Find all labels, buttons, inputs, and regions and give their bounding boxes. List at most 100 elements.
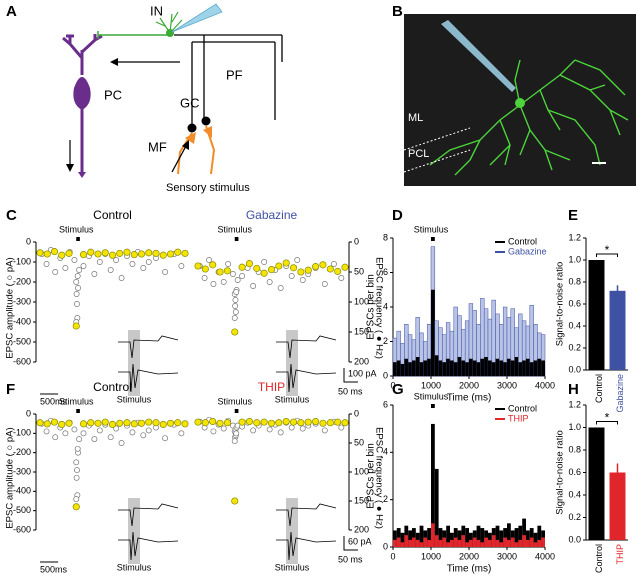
category-label: Control xyxy=(594,374,604,403)
y-tick-label: -400 xyxy=(13,316,31,326)
amplitude-point xyxy=(210,428,217,435)
histogram-bar xyxy=(491,535,496,547)
amplitude-point xyxy=(107,434,114,441)
y-tick-label: 6 xyxy=(383,267,388,277)
amplitude-point xyxy=(250,283,257,289)
frequency-point xyxy=(152,419,160,427)
frequency-point xyxy=(159,251,167,259)
histogram-bar xyxy=(438,539,443,547)
histogram-bar xyxy=(472,360,477,376)
stimulus-marker xyxy=(76,409,80,413)
inset-trace xyxy=(118,363,179,393)
x-tick-label: 2000 xyxy=(459,380,479,390)
amplitude-point xyxy=(113,425,120,432)
frequency-point xyxy=(116,249,124,257)
amplitude-point xyxy=(76,436,83,443)
amplitude-point xyxy=(74,467,80,474)
frequency-point xyxy=(166,250,175,258)
y-tick-label: -400 xyxy=(13,486,31,496)
amplitude-point xyxy=(96,259,103,265)
frequency-point xyxy=(326,419,334,427)
inset-trace xyxy=(118,531,179,561)
y-axis-label: Signal-to-noise ratio xyxy=(555,262,566,347)
frequency-point xyxy=(101,418,109,426)
x-tick-label: 0 xyxy=(390,380,395,390)
frequency-point xyxy=(159,420,167,428)
frequency-point xyxy=(267,266,276,274)
diagram-label: IN xyxy=(150,3,163,18)
frequency-point xyxy=(216,268,224,276)
y-tick-label: 0 xyxy=(26,236,31,246)
amplitude-point xyxy=(229,271,236,277)
bar xyxy=(588,427,605,540)
inset-trace xyxy=(118,503,179,527)
histogram-bar xyxy=(510,537,515,547)
x-axis-label: Time (ms) xyxy=(447,564,492,575)
y-tick-label: 0.8 xyxy=(568,444,581,454)
y-tick-label: 0 xyxy=(383,541,388,551)
histogram-bar xyxy=(461,535,466,547)
frequency-point xyxy=(58,251,66,259)
frequency-point xyxy=(312,263,320,271)
legend-label: Gabazine xyxy=(508,246,547,256)
frequency-point xyxy=(50,248,59,256)
histogram-bar xyxy=(404,358,409,376)
inset-highlight xyxy=(286,330,298,396)
frequency-point xyxy=(304,418,312,426)
amplitude-point xyxy=(74,301,80,307)
amplitude-point xyxy=(239,273,246,279)
y-tick-label: -300 xyxy=(13,296,31,306)
histogram-bar xyxy=(423,537,428,547)
frequency-point xyxy=(123,248,131,256)
amplitude-point xyxy=(232,297,239,303)
histogram-bar xyxy=(533,532,538,547)
frequency-point xyxy=(267,419,276,427)
histogram-bar xyxy=(396,537,401,547)
frequency-point xyxy=(87,419,95,427)
legend-label: THIP xyxy=(508,413,529,423)
amplitude-point xyxy=(118,440,125,446)
histogram-bar xyxy=(446,525,450,547)
frequency-point xyxy=(145,418,153,426)
frequency-point xyxy=(282,259,290,267)
diagram-label: MF xyxy=(148,139,167,154)
y2-axis-label: EPSC frequency ( ● Hz) xyxy=(373,257,384,359)
legend-label: Control xyxy=(508,236,537,246)
scale-bar-label: 500ms xyxy=(40,564,68,574)
histogram-bar xyxy=(461,360,466,376)
histogram-bar xyxy=(495,525,500,547)
y2-tick-label: 50 xyxy=(354,266,364,276)
histogram-bar xyxy=(495,358,500,376)
histogram-bar xyxy=(522,360,526,376)
y-tick-label: 0 xyxy=(26,408,31,418)
y-axis-label: EPSC amplitude ( ○ pA) xyxy=(5,427,16,528)
diagram-label: Sensory stimulus xyxy=(166,182,250,194)
stimulus-label: Stimulus xyxy=(59,396,94,406)
histogram-bar xyxy=(396,360,401,376)
frequency-point xyxy=(36,249,44,257)
histogram-bar xyxy=(491,362,496,376)
inset-scale-bar xyxy=(343,368,358,383)
amplitude-point xyxy=(71,257,78,263)
bar xyxy=(609,472,626,540)
amplitude-point xyxy=(231,315,238,321)
y-tick-label: -200 xyxy=(13,447,31,457)
inset-trace xyxy=(276,363,337,393)
inset-trace xyxy=(118,335,179,359)
amplitude-point xyxy=(210,281,217,287)
histogram-bar xyxy=(507,523,511,547)
histogram-bar xyxy=(514,357,519,376)
histogram-bar xyxy=(453,537,458,547)
amplitude-point xyxy=(232,309,239,315)
y-tick-label: -200 xyxy=(13,276,31,286)
amplitude-point xyxy=(62,265,69,271)
frequency-point xyxy=(231,328,239,336)
frequency-point xyxy=(334,267,342,275)
histogram-bar xyxy=(450,539,454,547)
histogram-bar xyxy=(408,362,412,376)
y-axis-label: EPSC amplitude ( ○ pA) xyxy=(5,257,16,358)
amplitude-point xyxy=(129,261,136,267)
histogram-bar xyxy=(484,537,488,547)
histogram-bar xyxy=(480,542,485,547)
histogram-bar xyxy=(431,423,435,547)
